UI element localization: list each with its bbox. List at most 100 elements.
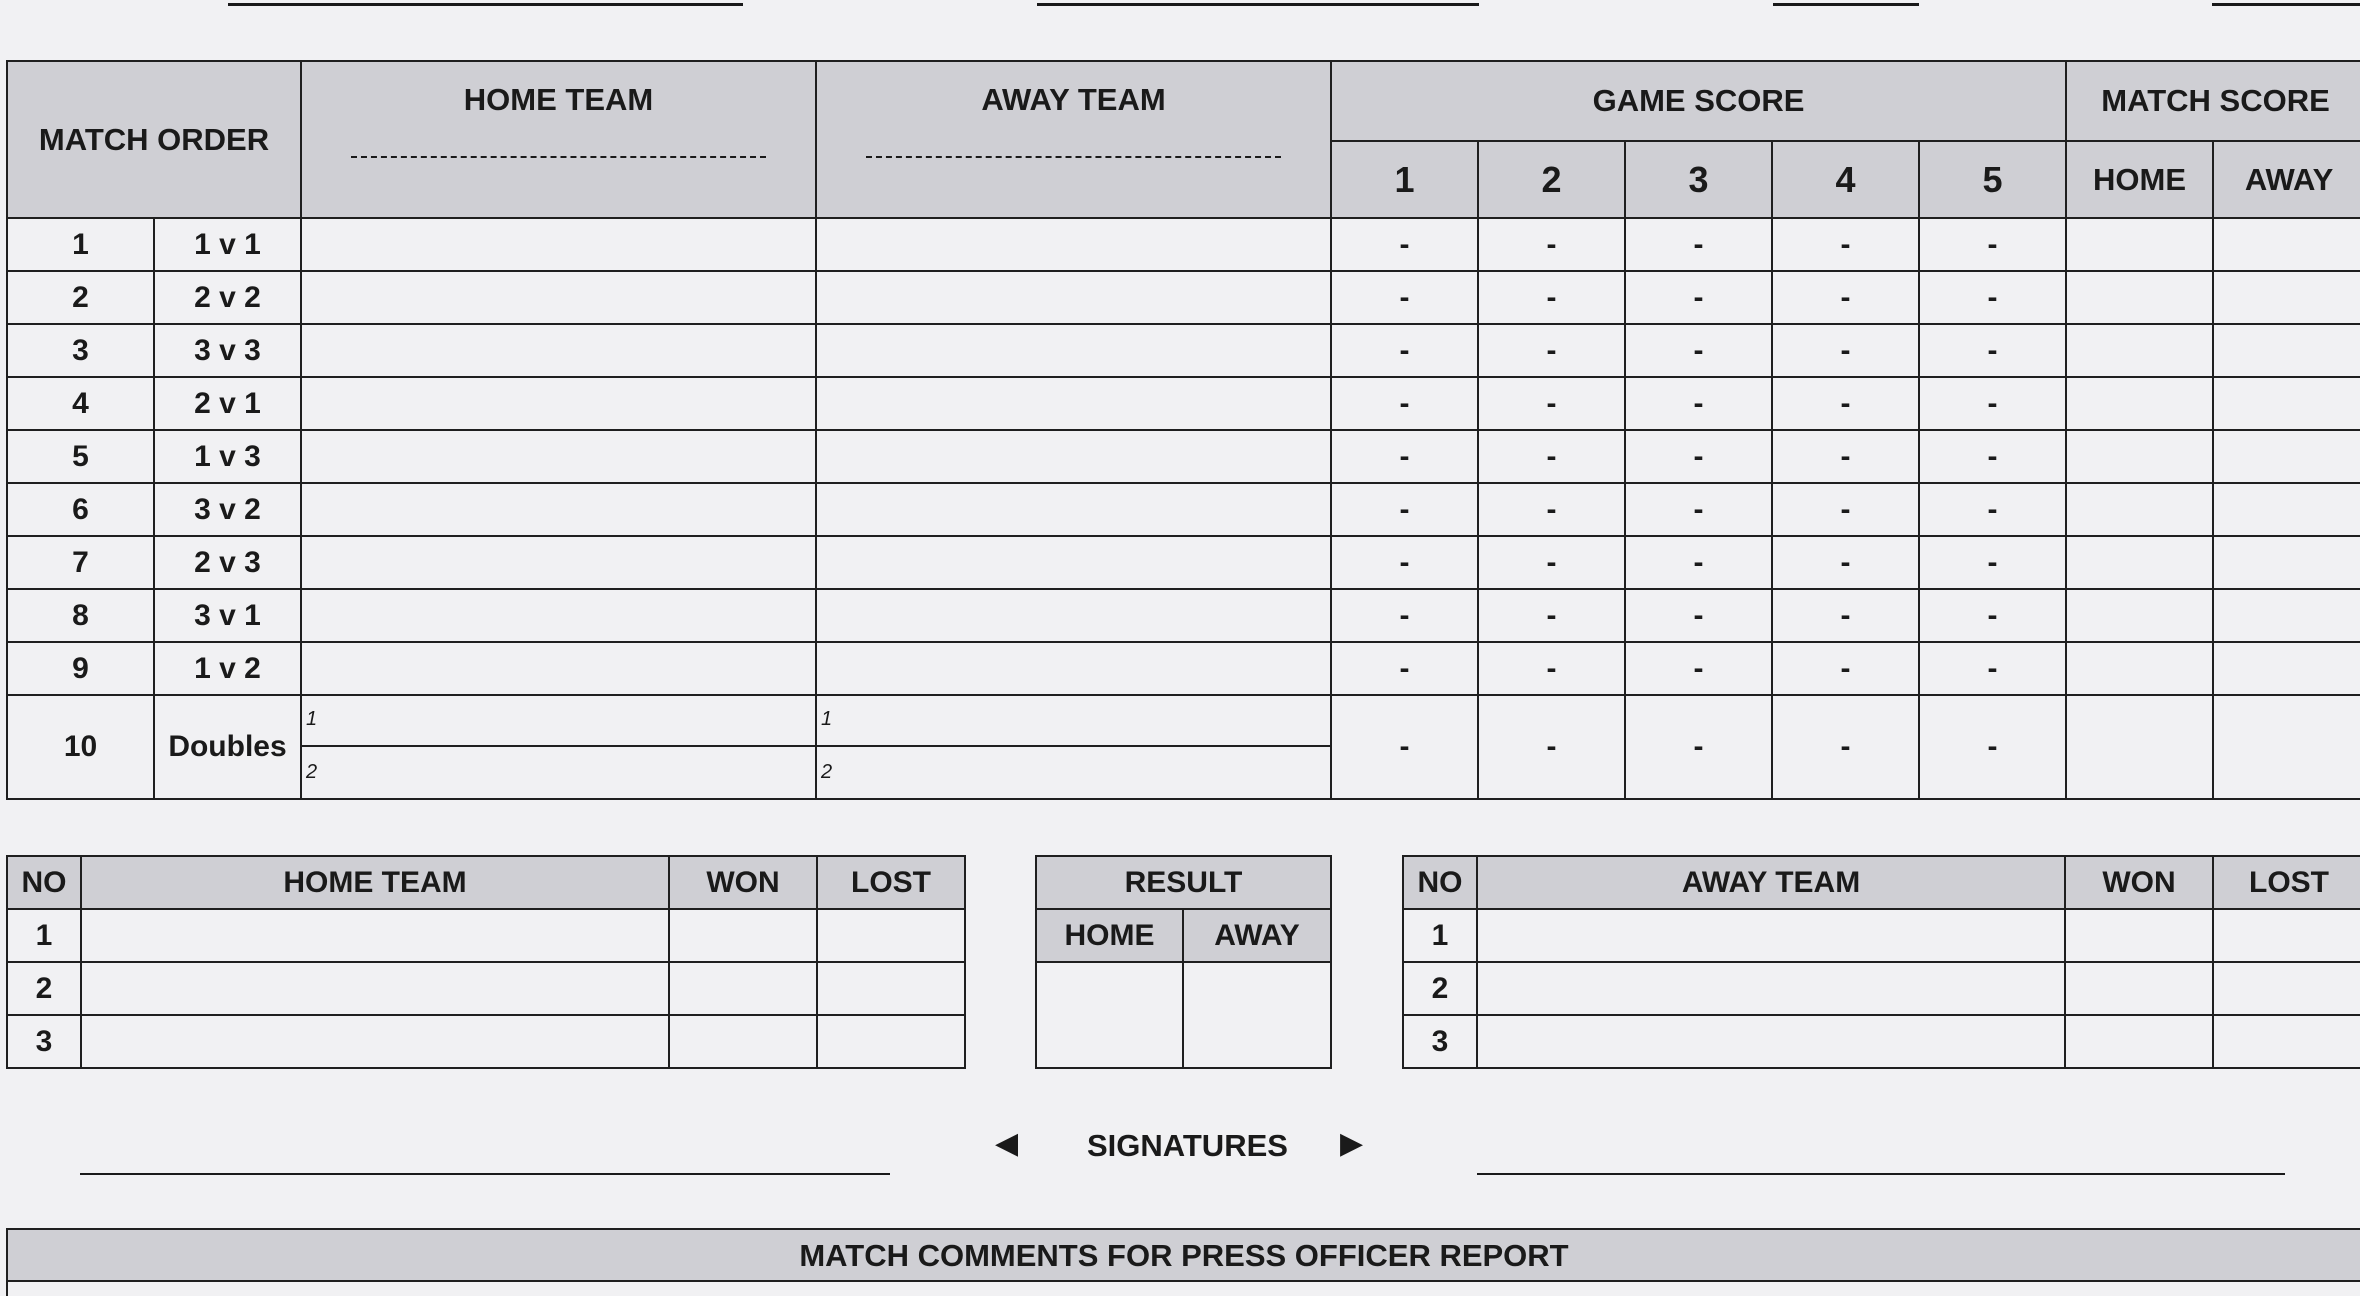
top-field-line-4[interactable] (2212, 3, 2360, 6)
summary-lost[interactable] (2212, 1014, 2360, 1069)
match-row-away-player[interactable] (815, 535, 1332, 590)
match-row-game-4-score[interactable]: - (1771, 376, 1920, 431)
match-row-game-3-score[interactable]: - (1624, 429, 1773, 484)
match-row-game-4-score[interactable]: - (1771, 482, 1920, 537)
doubles-game-4-score[interactable]: - (1771, 694, 1920, 800)
match-row-game-4-score[interactable]: - (1771, 323, 1920, 378)
match-row-game-1-score[interactable]: - (1330, 535, 1479, 590)
match-row-game-3-score[interactable]: - (1624, 641, 1773, 696)
doubles-game-1-score[interactable]: - (1330, 694, 1479, 800)
home-team-name-field[interactable] (351, 156, 766, 160)
top-field-line-3[interactable] (1773, 3, 1919, 6)
match-comments-area[interactable] (6, 1282, 2360, 1296)
match-row-game-1-score[interactable]: - (1330, 376, 1479, 431)
match-row-away-player[interactable] (815, 376, 1332, 431)
summary-won[interactable] (2064, 961, 2214, 1016)
match-row-away-player[interactable] (815, 217, 1332, 272)
match-row-home-player[interactable] (300, 217, 817, 272)
match-row-score-away[interactable] (2212, 535, 2360, 590)
match-row-away-player[interactable] (815, 588, 1332, 643)
match-row-score-away[interactable] (2212, 270, 2360, 325)
home-signature-line[interactable] (80, 1173, 890, 1175)
match-row-score-away[interactable] (2212, 641, 2360, 696)
result-home-cell[interactable] (1035, 961, 1184, 1069)
match-row-game-5-score[interactable]: - (1917, 429, 2068, 484)
match-row-score-home[interactable] (2065, 270, 2215, 325)
match-row-game-3-score[interactable]: - (1624, 376, 1773, 431)
away-team-name-field[interactable] (866, 156, 1281, 160)
match-row-home-player[interactable] (300, 376, 817, 431)
match-row-away-player[interactable] (815, 429, 1332, 484)
doubles-match-score-home[interactable] (2065, 694, 2215, 800)
match-row-score-home[interactable] (2065, 429, 2215, 484)
match-row-score-home[interactable] (2065, 376, 2215, 431)
match-row-home-player[interactable] (300, 588, 817, 643)
match-row-game-2-score[interactable]: - (1477, 429, 1626, 484)
match-row-game-1-score[interactable]: - (1330, 588, 1479, 643)
summary-won[interactable] (2064, 908, 2214, 963)
match-row-score-away[interactable] (2212, 429, 2360, 484)
doubles-home-player-2[interactable]: 2 (306, 761, 318, 783)
match-row-game-5-score[interactable]: - (1917, 376, 2068, 431)
match-row-score-away[interactable] (2212, 482, 2360, 537)
match-row-game-5-score[interactable]: - (1917, 535, 2068, 590)
summary-lost[interactable] (816, 908, 966, 963)
match-row-game-3-score[interactable]: - (1624, 482, 1773, 537)
doubles-game-2-score[interactable]: - (1477, 694, 1626, 800)
match-row-game-3-score[interactable]: - (1624, 535, 1773, 590)
match-row-game-1-score[interactable]: - (1330, 217, 1479, 272)
doubles-away-player-1[interactable]: 1 (818, 697, 1329, 747)
match-row-home-player[interactable] (300, 323, 817, 378)
top-field-line-1[interactable] (228, 3, 743, 6)
match-row-score-home[interactable] (2065, 588, 2215, 643)
match-row-score-home[interactable] (2065, 641, 2215, 696)
match-row-game-1-score[interactable]: - (1330, 482, 1479, 537)
match-row-score-away[interactable] (2212, 588, 2360, 643)
match-row-game-1-score[interactable]: - (1330, 429, 1479, 484)
match-row-game-4-score[interactable]: - (1771, 641, 1920, 696)
summary-lost[interactable] (816, 961, 966, 1016)
doubles-away-player-2[interactable]: 2 (821, 761, 833, 783)
match-row-game-2-score[interactable]: - (1477, 323, 1626, 378)
summary-player-name[interactable] (80, 908, 670, 963)
match-row-game-3-score[interactable]: - (1624, 217, 1773, 272)
match-row-game-1-score[interactable]: - (1330, 270, 1479, 325)
summary-player-name[interactable] (80, 961, 670, 1016)
match-row-game-2-score[interactable]: - (1477, 376, 1626, 431)
summary-player-name[interactable] (1476, 1014, 2066, 1069)
match-row-home-player[interactable] (300, 535, 817, 590)
summary-player-name[interactable] (1476, 908, 2066, 963)
match-row-game-4-score[interactable]: - (1771, 270, 1920, 325)
match-row-game-2-score[interactable]: - (1477, 482, 1626, 537)
match-row-score-away[interactable] (2212, 323, 2360, 378)
summary-won[interactable] (668, 961, 818, 1016)
doubles-game-3-score[interactable]: - (1624, 694, 1773, 800)
match-row-score-away[interactable] (2212, 376, 2360, 431)
match-row-score-away[interactable] (2212, 217, 2360, 272)
match-row-home-player[interactable] (300, 641, 817, 696)
summary-lost[interactable] (816, 1014, 966, 1069)
doubles-match-score-away[interactable] (2212, 694, 2360, 800)
top-field-line-2[interactable] (1037, 3, 1479, 6)
match-row-game-4-score[interactable]: - (1771, 535, 1920, 590)
match-row-away-player[interactable] (815, 323, 1332, 378)
match-row-score-home[interactable] (2065, 323, 2215, 378)
match-row-away-player[interactable] (815, 641, 1332, 696)
summary-lost[interactable] (2212, 961, 2360, 1016)
match-row-game-3-score[interactable]: - (1624, 270, 1773, 325)
away-signature-line[interactable] (1477, 1173, 2285, 1175)
match-row-game-3-score[interactable]: - (1624, 588, 1773, 643)
match-row-score-home[interactable] (2065, 482, 2215, 537)
doubles-game-5-score[interactable]: - (1917, 694, 2068, 800)
match-row-game-5-score[interactable]: - (1917, 323, 2068, 378)
match-row-game-2-score[interactable]: - (1477, 535, 1626, 590)
summary-won[interactable] (668, 908, 818, 963)
match-row-game-2-score[interactable]: - (1477, 588, 1626, 643)
match-row-game-2-score[interactable]: - (1477, 217, 1626, 272)
result-away-cell[interactable] (1182, 961, 1332, 1069)
summary-won[interactable] (668, 1014, 818, 1069)
match-row-game-1-score[interactable]: - (1330, 323, 1479, 378)
match-row-game-4-score[interactable]: - (1771, 588, 1920, 643)
summary-player-name[interactable] (1476, 961, 2066, 1016)
match-row-game-5-score[interactable]: - (1917, 270, 2068, 325)
